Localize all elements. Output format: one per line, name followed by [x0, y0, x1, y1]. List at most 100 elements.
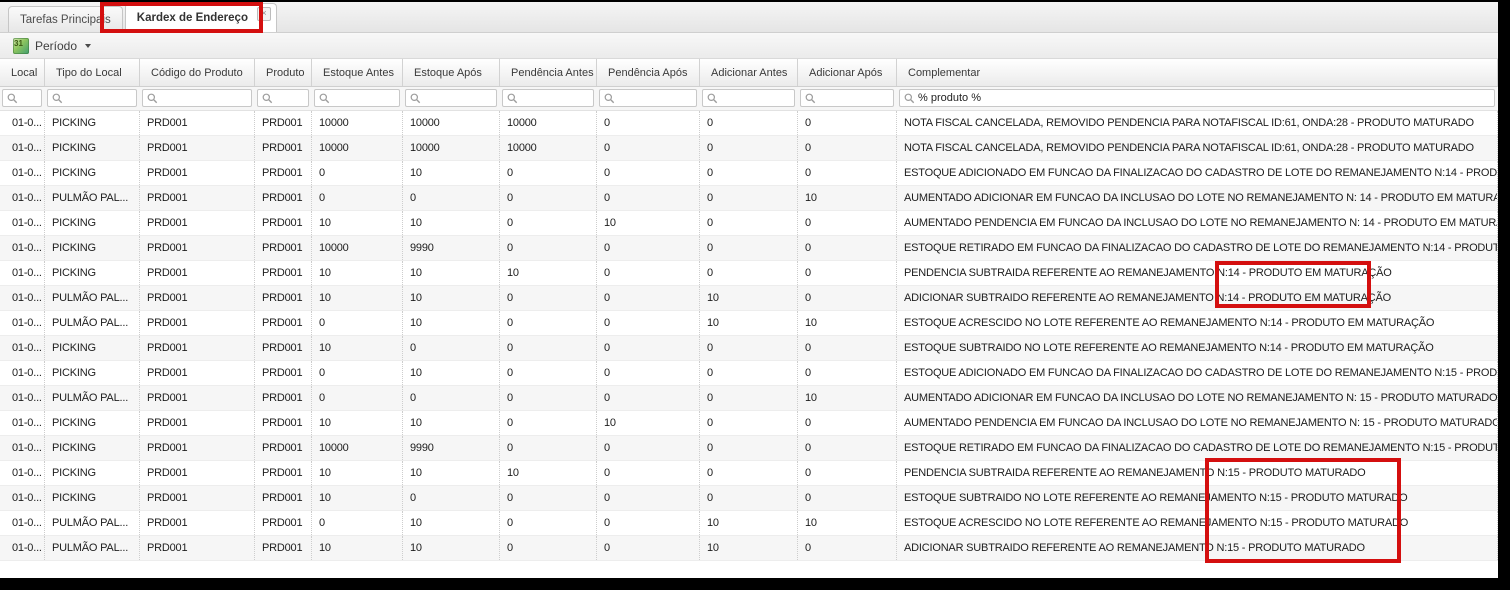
column-header-produto[interactable]: Produto	[255, 59, 312, 86]
table-row[interactable]: 01-0... PICKING PRD001 PRD001 10000 9990 0 0 0 0 E…	[0, 436, 1498, 461]
column-header-local[interactable]: Local	[0, 59, 45, 86]
table-row[interactable]: 01-0... PICKING PRD001 PRD001 10 10 10 0 0 0 PENDE…	[0, 461, 1498, 486]
cell-produto: PRD001	[255, 236, 312, 260]
cell-adicionar_apos: 0	[798, 486, 897, 510]
column-header-adicionar_apos[interactable]: Adicionar Após	[798, 59, 897, 86]
table-row[interactable]: 01-0... PULMÃO PAL... PRD001 PRD001 0 0 0 0 0 10 A…	[0, 186, 1498, 211]
cell-local: 01-0...	[0, 161, 45, 185]
cell-adicionar_apos: 0	[798, 136, 897, 160]
cell-pendencia_apos: 0	[597, 336, 700, 360]
cell-estoque_apos: 10	[403, 261, 500, 285]
column-header-estoque_antes[interactable]: Estoque Antes	[312, 59, 403, 86]
cell-tipo_local: PICKING	[45, 136, 140, 160]
cell-pendencia_apos: 0	[597, 136, 700, 160]
filter-input-tipo_local[interactable]	[66, 92, 136, 104]
cell-produto: PRD001	[255, 511, 312, 535]
cell-complementar: AUMENTADO PENDENCIA EM FUNCAO DA INCLUSA…	[897, 411, 1498, 435]
cell-local: 01-0...	[0, 486, 45, 510]
filter-input-adicionar_antes[interactable]	[721, 92, 794, 104]
filter-input-estoque_antes[interactable]	[333, 92, 399, 104]
table-row[interactable]: 01-0... PICKING PRD001 PRD001 10 10 0 10 0 0 AUMEN…	[0, 411, 1498, 436]
column-header-tipo_local[interactable]: Tipo do Local	[45, 59, 140, 86]
cell-estoque_antes: 10000	[312, 236, 403, 260]
cell-adicionar_antes: 10	[700, 536, 798, 560]
cell-pendencia_antes: 0	[500, 186, 597, 210]
cell-produto: PRD001	[255, 436, 312, 460]
table-row[interactable]: 01-0... PULMÃO PAL... PRD001 PRD001 10 10 0 0 10…	[0, 286, 1498, 311]
table-row[interactable]: 01-0... PICKING PRD001 PRD001 0 10 0 0 0 0 ESTOQUE…	[0, 161, 1498, 186]
cell-produto: PRD001	[255, 286, 312, 310]
filter-input-pendencia_antes[interactable]	[521, 92, 593, 104]
filter-input-estoque_apos[interactable]	[424, 92, 496, 104]
search-icon	[319, 93, 330, 104]
table-row[interactable]: 01-0... PICKING PRD001 PRD001 10 10 10 0 0 0 PENDE…	[0, 261, 1498, 286]
filter-input-local[interactable]	[21, 92, 41, 104]
table-row[interactable]: 01-0... PICKING PRD001 PRD001 10000 9990 0 0 0 0 E…	[0, 236, 1498, 261]
column-header-codigo_produto[interactable]: Código do Produto	[140, 59, 255, 86]
cell-pendencia_apos: 0	[597, 461, 700, 485]
column-header-estoque_apos[interactable]: Estoque Após	[403, 59, 500, 86]
cell-codigo_produto: PRD001	[140, 236, 255, 260]
search-icon	[507, 93, 518, 104]
cell-produto: PRD001	[255, 261, 312, 285]
table-row[interactable]: 01-0... PICKING PRD001 PRD001 10 0 0 0 0 0 ESTOQUE…	[0, 486, 1498, 511]
cell-adicionar_apos: 0	[798, 161, 897, 185]
cell-produto: PRD001	[255, 186, 312, 210]
table-row[interactable]: 01-0... PICKING PRD001 PRD001 10000 10000 1000…	[0, 111, 1498, 136]
search-icon	[805, 93, 816, 104]
filter-input-complementar[interactable]	[918, 92, 1494, 104]
table-row[interactable]: 01-0... PICKING PRD001 PRD001 0 10 0 0 0 0 ESTOQUE…	[0, 361, 1498, 386]
filter-input-produto[interactable]	[276, 92, 308, 104]
close-icon[interactable]	[256, 7, 271, 21]
cell-adicionar_antes: 0	[700, 461, 798, 485]
table-row[interactable]: 01-0... PICKING PRD001 PRD001 10 10 0 10 0 0 AUMEN…	[0, 211, 1498, 236]
grid-filter-row	[0, 87, 1498, 111]
table-row[interactable]: 01-0... PULMÃO PAL... PRD001 PRD001 0 10 0 0 10 1…	[0, 311, 1498, 336]
cell-local: 01-0...	[0, 536, 45, 560]
cell-complementar: AUMENTADO ADICIONAR EM FUNCAO DA INCLUSA…	[897, 386, 1498, 410]
table-row[interactable]: 01-0... PULMÃO PAL... PRD001 PRD001 0 0 0 0 0 10 A…	[0, 386, 1498, 411]
cell-estoque_apos: 10	[403, 161, 500, 185]
cell-adicionar_antes: 0	[700, 111, 798, 135]
cell-tipo_local: PICKING	[45, 211, 140, 235]
cell-complementar: ADICIONAR SUBTRAIDO REFERENTE AO REMANEJ…	[897, 286, 1498, 310]
column-header-adicionar_antes[interactable]: Adicionar Antes	[700, 59, 798, 86]
cell-local: 01-0...	[0, 411, 45, 435]
tab-bar: Tarefas Principais Kardex de Endereço	[0, 2, 1498, 33]
column-header-pendencia_apos[interactable]: Pendência Após	[597, 59, 700, 86]
cell-pendencia_antes: 0	[500, 236, 597, 260]
column-header-complementar[interactable]: Complementar	[897, 59, 1498, 86]
search-icon	[262, 93, 273, 104]
table-row[interactable]: 01-0... PICKING PRD001 PRD001 10 0 0 0 0 0 ESTOQUE…	[0, 336, 1498, 361]
table-row[interactable]: 01-0... PULMÃO PAL... PRD001 PRD001 10 10 0 0 10…	[0, 536, 1498, 561]
table-row[interactable]: 01-0... PICKING PRD001 PRD001 10000 10000 1000…	[0, 136, 1498, 161]
tab-kardex-de-endereco[interactable]: Kardex de Endereço	[124, 3, 277, 32]
cell-produto: PRD001	[255, 111, 312, 135]
cell-complementar: AUMENTADO ADICIONAR EM FUNCAO DA INCLUSA…	[897, 186, 1498, 210]
filter-input-adicionar_apos[interactable]	[819, 92, 893, 104]
cell-estoque_antes: 10	[312, 211, 403, 235]
cell-adicionar_apos: 0	[798, 411, 897, 435]
cell-complementar: AUMENTADO PENDENCIA EM FUNCAO DA INCLUSA…	[897, 211, 1498, 235]
cell-codigo_produto: PRD001	[140, 286, 255, 310]
cell-tipo_local: PULMÃO PAL...	[45, 386, 140, 410]
table-row[interactable]: 01-0... PULMÃO PAL... PRD001 PRD001 0 10 0 0 10 1…	[0, 511, 1498, 536]
cell-complementar: ESTOQUE ACRESCIDO NO LOTE REFERENTE AO R…	[897, 311, 1498, 335]
cell-tipo_local: PICKING	[45, 111, 140, 135]
tab-tarefas-principais[interactable]: Tarefas Principais	[8, 6, 123, 32]
cell-adicionar_apos: 0	[798, 461, 897, 485]
filter-input-codigo_produto[interactable]	[161, 92, 251, 104]
filter-input-pendencia_apos[interactable]	[618, 92, 696, 104]
cell-codigo_produto: PRD001	[140, 461, 255, 485]
column-header-pendencia_antes[interactable]: Pendência Antes	[500, 59, 597, 86]
cell-estoque_apos: 10000	[403, 136, 500, 160]
cell-pendencia_apos: 0	[597, 386, 700, 410]
cell-adicionar_antes: 0	[700, 486, 798, 510]
period-button[interactable]: 31 Período	[6, 36, 98, 56]
cell-estoque_antes: 0	[312, 386, 403, 410]
cell-adicionar_apos: 0	[798, 111, 897, 135]
cell-pendencia_apos: 0	[597, 111, 700, 135]
cell-adicionar_apos: 0	[798, 236, 897, 260]
cell-complementar: NOTA FISCAL CANCELADA, REMOVIDO PENDENCI…	[897, 111, 1498, 135]
cell-estoque_apos: 10	[403, 511, 500, 535]
